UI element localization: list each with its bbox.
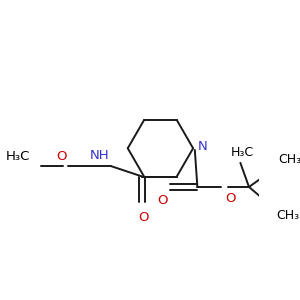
Text: O: O xyxy=(157,194,167,207)
Text: CH₃: CH₃ xyxy=(277,209,300,222)
Text: H₃C: H₃C xyxy=(6,150,31,163)
Text: O: O xyxy=(138,211,148,224)
Text: O: O xyxy=(56,150,67,163)
Text: O: O xyxy=(225,192,236,205)
Text: N: N xyxy=(197,140,207,153)
Text: NH: NH xyxy=(90,149,110,162)
Text: H₃C: H₃C xyxy=(230,146,254,159)
Text: CH₃: CH₃ xyxy=(278,153,300,166)
